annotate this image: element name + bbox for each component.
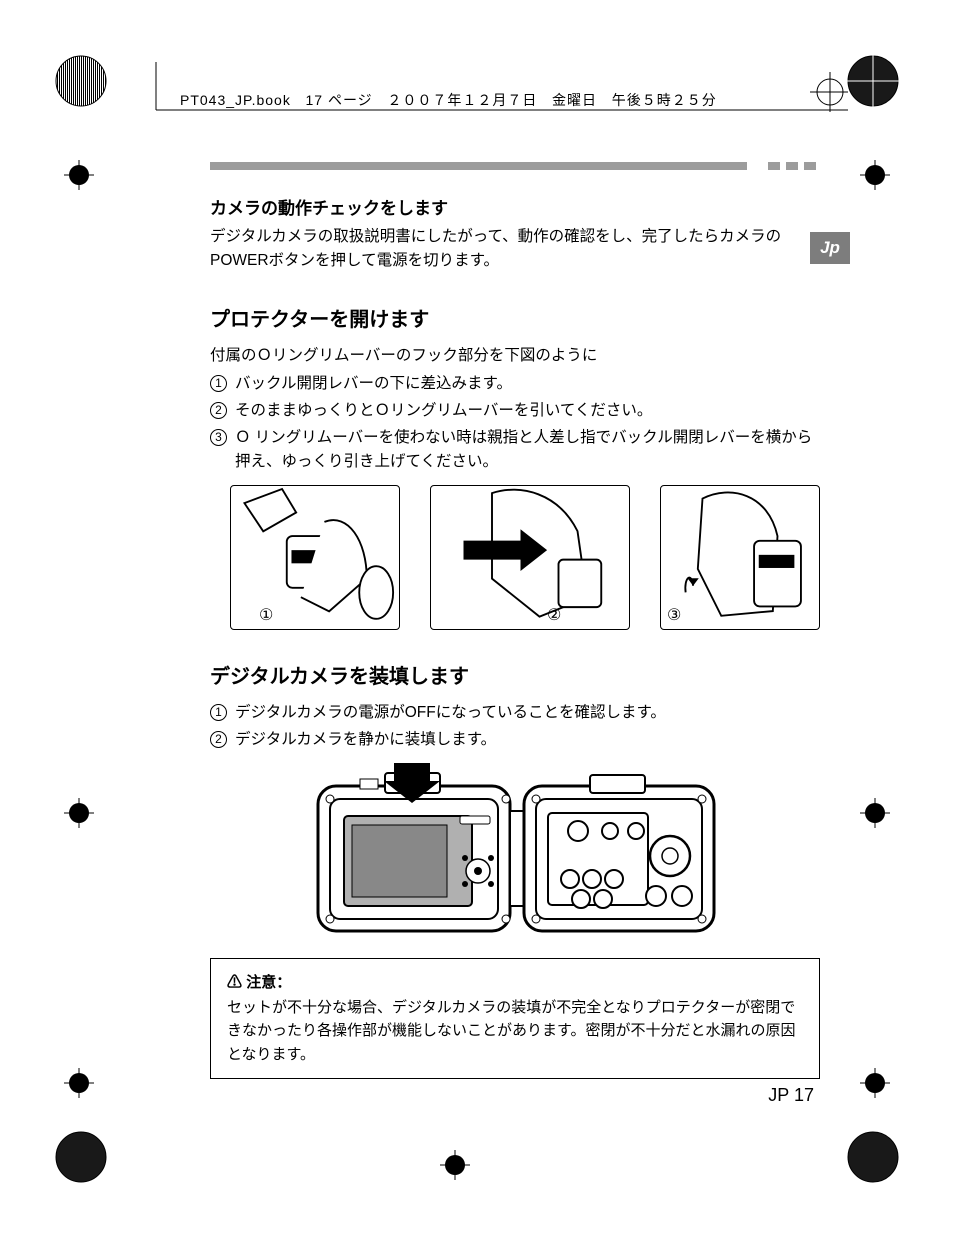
header-metadata: PT043_JP.book 17 ページ ２００７年１２月７日 金曜日 午後５時…: [180, 90, 717, 110]
list-item: 1 バックル開閉レバーの下に差込みます。: [210, 372, 820, 397]
header-page-label: 17 ページ: [306, 92, 373, 108]
header-weekday: 金曜日: [552, 92, 597, 108]
page-number: JP 17: [768, 1085, 814, 1106]
step-number-icon: 2: [210, 731, 227, 748]
step-number-icon: 1: [210, 704, 227, 721]
section3-title: デジタルカメラを装填します: [210, 660, 820, 689]
reg-mark-r1: [860, 160, 890, 190]
figure-main: [210, 761, 820, 936]
reg-mark-l3: [64, 1068, 94, 1098]
caution-title: ⚠ 注意：: [227, 971, 803, 994]
section2-title: プロテクターを開けます: [210, 303, 820, 332]
reg-mark-r2: [860, 798, 890, 828]
figure-2: ②: [430, 485, 630, 630]
figure-1: ①: [230, 485, 400, 630]
reg-mark-l1: [64, 160, 94, 190]
figure-label: ②: [547, 605, 561, 625]
figure-label: ①: [259, 605, 273, 625]
header-date: ２００７年１２月７日: [387, 92, 537, 108]
caution-label: 注意：: [246, 974, 291, 991]
header-time: 午後５時２５分: [612, 92, 717, 108]
section1-title: カメラの動作チェックをします: [210, 194, 820, 219]
figure-3: ③: [660, 485, 820, 630]
figure-label: ③: [667, 605, 681, 625]
caution-box: ⚠ 注意： セットが不十分な場合、デジタルカメラの装填が不完全となりプロテクター…: [210, 958, 820, 1079]
step-text: そのままゆっくりとＯリングリムーバーを引いてください。: [235, 399, 652, 424]
section2-list: 1 バックル開閉レバーの下に差込みます。 2 そのままゆっくりとＯリングリムーバーを…: [210, 372, 820, 475]
step-text: バックル開閉レバーの下に差込みます。: [235, 372, 512, 397]
step-text: デジタルカメラを静かに装填します。: [235, 728, 496, 753]
crop-mark-bl: [55, 1131, 107, 1183]
crop-mark-tl: [55, 55, 107, 107]
step-number-icon: 1: [210, 375, 227, 392]
section1-body: デジタルカメラの取扱説明書にしたがって、動作の確認をし、完了したらカメラのPOW…: [210, 225, 820, 273]
reg-mark-r3: [860, 1068, 890, 1098]
warning-icon: ⚠: [227, 974, 242, 991]
step-text: デジタルカメラの電源がOFFになっていることを確認します。: [235, 701, 666, 726]
reg-mark-bc: [440, 1150, 470, 1180]
decor-bar: [210, 162, 820, 170]
crop-mark-tr: [847, 55, 899, 107]
language-tab: Jp: [810, 232, 850, 264]
list-item: 2 そのままゆっくりとＯリングリムーバーを引いてください。: [210, 399, 820, 424]
crop-mark-br: [847, 1131, 899, 1183]
step-text: Ｏ リングリムーバーを使わない時は親指と人差し指でバックル開閉レバーを横から押え…: [235, 426, 820, 476]
step-number-icon: 2: [210, 402, 227, 419]
step-number-icon: 3: [210, 429, 227, 446]
list-item: 2 デジタルカメラを静かに装填します。: [210, 728, 820, 753]
list-item: 1 デジタルカメラの電源がOFFになっていることを確認します。: [210, 701, 820, 726]
section2-intro: 付属のＯリングリムーバーのフック部分を下図のように: [210, 344, 820, 368]
section3-list: 1 デジタルカメラの電源がOFFになっていることを確認します。 2 デジタルカメラを…: [210, 701, 820, 753]
caution-body: セットが不十分な場合、デジタルカメラの装填が不完全となりプロテクターが密閉できな…: [227, 996, 803, 1066]
reg-mark-l2: [64, 798, 94, 828]
list-item: 3 Ｏ リングリムーバーを使わない時は親指と人差し指でバックル開閉レバーを横から押…: [210, 426, 820, 476]
figure-row-1: ① ② ③: [230, 485, 820, 630]
header-filename: PT043_JP.book: [180, 92, 291, 108]
